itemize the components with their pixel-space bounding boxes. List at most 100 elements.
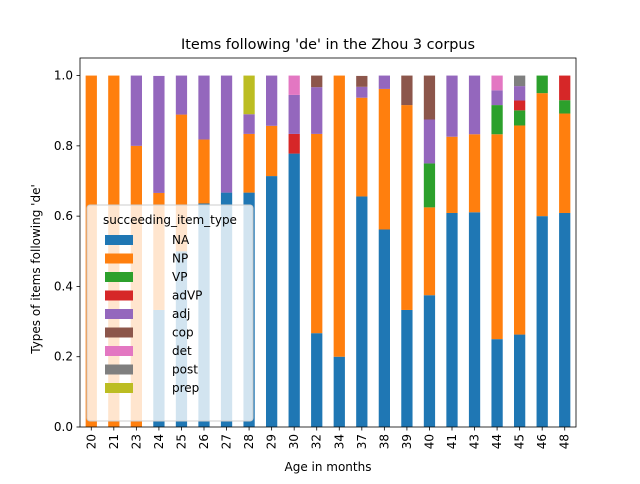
bar-NA-41: [446, 212, 458, 427]
bar-adj-24: [153, 75, 165, 193]
bar-NP-32: [311, 133, 323, 334]
x-tick-label: 46: [535, 434, 549, 449]
axes-layer: 0.0 0.2 0.4 0.6 0.8 1.0 20 21 23 24 25 26 27 28 29 30 32…: [54, 57, 577, 449]
bar-NP-39: [401, 105, 413, 310]
bar-NA-30: [288, 153, 300, 427]
x-tick-label: 24: [152, 434, 166, 449]
y-tick-label: 1.0: [54, 69, 73, 83]
legend-swatch-post: [105, 364, 133, 375]
bar-adVP-48: [559, 75, 571, 101]
bar-NP-29: [266, 125, 278, 177]
bar-NA-48: [559, 212, 571, 427]
y-tick-label: 0.8: [54, 139, 73, 153]
y-tick-label: 0.6: [54, 209, 73, 223]
bar-det-44: [491, 75, 503, 91]
plot-frame: [79, 57, 577, 428]
bar-NP-41: [446, 136, 458, 213]
bar-adj-28: [243, 114, 255, 134]
y-tick-label: 0.0: [54, 420, 73, 434]
legend-swatch-adj: [105, 309, 133, 319]
x-tick-label: 38: [377, 434, 391, 449]
bar-NA-46: [536, 216, 548, 427]
bar-NA-32: [311, 333, 323, 427]
bar-NP-40: [423, 207, 436, 296]
bar-NP-43: [468, 134, 481, 213]
bar-NA-29: [266, 176, 278, 427]
bar-VP-46: [536, 75, 548, 94]
legend-swatch-prep: [105, 383, 133, 393]
bar-NA-43: [468, 212, 481, 427]
legend-swatch-VP: [105, 272, 133, 282]
bar-NA-34: [333, 356, 345, 427]
x-tick-label: 43: [468, 434, 482, 449]
legend-swatch-adVP: [105, 290, 133, 301]
x-tick-label: 34: [332, 434, 346, 449]
bar-adj-45: [514, 86, 526, 101]
legend-label-det: det: [172, 344, 192, 358]
bar-adj-37: [356, 86, 368, 98]
bar-NP-25: [175, 114, 188, 252]
bar-adj-30: [288, 94, 300, 134]
x-tick-label: 30: [287, 434, 301, 449]
x-axis-label: Age in months: [285, 460, 372, 474]
y-axis-label: Types of items following 'de': [29, 184, 43, 355]
x-tick-label: 39: [400, 434, 414, 449]
bar-adj-26: [198, 75, 210, 140]
x-tick-label: 40: [422, 434, 436, 449]
bar-cop-37: [356, 75, 368, 87]
bar-NP-44: [491, 134, 503, 340]
bar-NA-37: [356, 196, 368, 427]
x-tick-label: 28: [242, 434, 256, 449]
x-tick-label: 32: [310, 434, 324, 449]
x-tick-label: 27: [220, 434, 234, 449]
x-tick-label: 45: [513, 434, 527, 449]
bar-adj-43: [468, 75, 481, 135]
bar-NP-46: [536, 93, 548, 217]
bar-VP-45: [514, 110, 526, 126]
bar-adj-32: [311, 87, 323, 134]
legend-label-cop: cop: [172, 326, 194, 340]
bar-adj-44: [491, 90, 503, 106]
legend-label-prep: prep: [172, 381, 199, 395]
legend-label-NP: NP: [172, 252, 188, 266]
legend-entries: NA NP VP adVP adj cop det post prep: [105, 233, 202, 395]
bar-VP-48: [559, 100, 571, 114]
bar-adVP-30: [288, 133, 300, 154]
legend-swatch-cop: [105, 327, 133, 338]
bar-adVP-45: [514, 100, 526, 111]
legend: succeeding_item_type NA NP VP adVP adj cop det…: [86, 204, 254, 422]
bar-NP-34: [333, 75, 345, 357]
x-tick-label: 25: [174, 434, 188, 449]
bar-NP-28: [243, 133, 255, 193]
x-tick-label: 44: [490, 434, 504, 449]
bar-adj-41: [446, 75, 458, 137]
legend-swatch-NA: [105, 235, 133, 245]
legend-label-post: post: [172, 363, 198, 377]
bar-cop-32: [311, 75, 323, 88]
bar-NA-39: [401, 309, 413, 427]
bar-cop-40: [423, 75, 436, 120]
bar-adj-25: [175, 75, 188, 115]
legend-title: succeeding_item_type: [103, 213, 237, 227]
x-tick-label: 23: [129, 434, 143, 449]
bar-NP-48: [559, 113, 571, 213]
x-tick-label: 21: [107, 434, 121, 449]
x-tick-label: 26: [197, 434, 211, 449]
bar-VP-40: [423, 163, 436, 208]
chart-title: Items following 'de' in the Zhou 3 corpu…: [181, 37, 475, 53]
bar-cop-39: [401, 75, 413, 106]
bar-adj-38: [378, 75, 390, 89]
legend-label-VP: VP: [172, 270, 187, 284]
bar-NP-37: [356, 97, 368, 197]
y-tick-label: 0.4: [54, 279, 73, 293]
bar-adj-23: [130, 75, 142, 146]
legend-label-NA: NA: [172, 233, 190, 247]
bar-adj-29: [266, 75, 278, 126]
x-tick-label: 37: [355, 434, 369, 449]
legend-label-adj: adj: [172, 307, 190, 321]
bar-det-30: [288, 75, 300, 95]
bar-NP-45: [514, 125, 526, 335]
bar-NA-40: [423, 295, 436, 427]
